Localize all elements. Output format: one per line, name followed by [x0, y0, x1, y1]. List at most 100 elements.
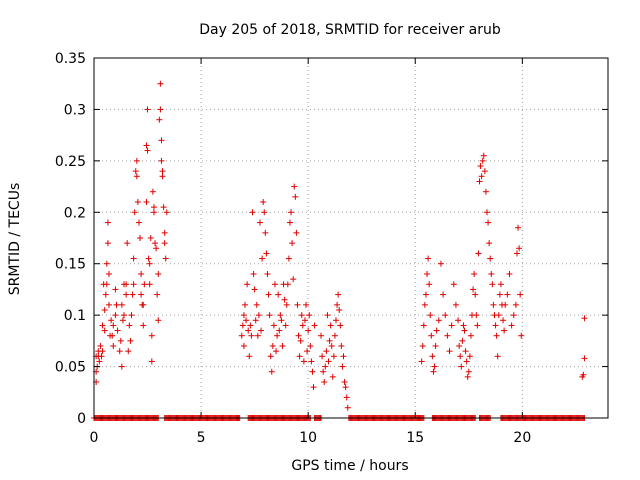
data-point: [123, 281, 130, 288]
data-point: [158, 137, 165, 144]
data-point: [430, 368, 437, 375]
data-point: [279, 343, 286, 349]
data-point: [146, 260, 153, 267]
data-point: [295, 332, 302, 339]
y-tick-label: 0.05: [55, 360, 86, 376]
data-point: [293, 229, 300, 236]
data-point: [284, 281, 291, 288]
data-point: [154, 291, 161, 298]
data-point: [246, 353, 253, 360]
data-point: [274, 332, 281, 339]
data-point: [326, 337, 333, 344]
data-point: [126, 322, 133, 329]
data-point: [278, 317, 285, 324]
data-point: [448, 322, 455, 329]
data-point: [320, 368, 327, 375]
data-point: [98, 353, 105, 360]
data-point: [458, 363, 465, 370]
data-point: [301, 317, 308, 324]
data-point: [493, 332, 500, 339]
data-point: [497, 281, 504, 288]
x-tick-label: 10: [299, 430, 317, 446]
data-point: [478, 173, 485, 180]
data-point: [340, 353, 347, 360]
data-point: [483, 209, 490, 216]
data-point: [500, 317, 507, 324]
data-point: [130, 281, 137, 288]
data-point: [264, 271, 271, 277]
data-point: [581, 355, 588, 362]
data-point: [258, 327, 265, 334]
data-point: [133, 173, 140, 180]
data-point: [337, 322, 344, 329]
data-point: [156, 116, 163, 123]
data-point: [435, 317, 442, 324]
data-point: [160, 204, 167, 211]
data-point: [263, 250, 270, 257]
data-point: [334, 301, 341, 308]
data-point: [487, 255, 494, 262]
data-point: [433, 327, 440, 334]
data-point: [344, 404, 351, 411]
data-point: [296, 353, 303, 360]
x-axis-label: GPS time / hours: [291, 458, 408, 474]
data-point: [307, 343, 314, 349]
data-point: [339, 363, 346, 370]
data-point: [131, 209, 138, 216]
data-point: [159, 168, 166, 175]
data-point: [477, 163, 484, 169]
data-point: [99, 322, 106, 329]
data-point: [427, 312, 434, 319]
data-point: [119, 317, 126, 324]
data-point: [482, 188, 489, 195]
data-point: [124, 240, 131, 247]
data-point: [239, 322, 246, 329]
data-point: [343, 394, 350, 401]
data-point: [96, 358, 103, 365]
data-point: [132, 168, 139, 175]
data-point: [252, 317, 259, 324]
data-point: [286, 219, 293, 226]
data-point: [466, 353, 473, 360]
data-point: [471, 271, 478, 277]
x-tick-label: 5: [197, 430, 206, 446]
data-point: [103, 260, 110, 267]
data-point: [298, 312, 305, 319]
data-point: [465, 368, 472, 375]
data-point: [512, 301, 519, 308]
data-point: [440, 291, 447, 298]
data-point: [137, 235, 144, 241]
data-point: [341, 379, 348, 385]
data-point: [310, 384, 317, 391]
data-point: [485, 219, 492, 226]
data-point: [325, 358, 332, 365]
data-point: [129, 291, 136, 298]
data-point: [457, 353, 464, 360]
data-point: [494, 353, 501, 360]
data-point: [135, 219, 142, 226]
data-point: [153, 245, 160, 252]
data-point: [506, 271, 513, 277]
data-point: [303, 301, 310, 308]
data-point: [130, 255, 137, 262]
data-point: [467, 332, 474, 339]
data-point: [420, 322, 427, 329]
data-point: [253, 301, 260, 308]
data-point: [513, 250, 520, 257]
data-point: [140, 322, 147, 329]
data-point: [275, 291, 282, 298]
y-tick-label: 0.15: [55, 257, 86, 273]
data-point: [133, 157, 140, 164]
data-point: [333, 317, 340, 324]
data-point: [125, 348, 132, 355]
data-point: [324, 312, 331, 319]
data-point: [105, 301, 112, 308]
data-point: [304, 348, 311, 355]
data-point: [452, 301, 459, 308]
data-point: [308, 358, 315, 365]
grid: [94, 58, 608, 418]
data-point: [260, 199, 267, 205]
data-point: [266, 312, 273, 319]
data-point: [323, 348, 330, 355]
data-point: [510, 312, 517, 319]
